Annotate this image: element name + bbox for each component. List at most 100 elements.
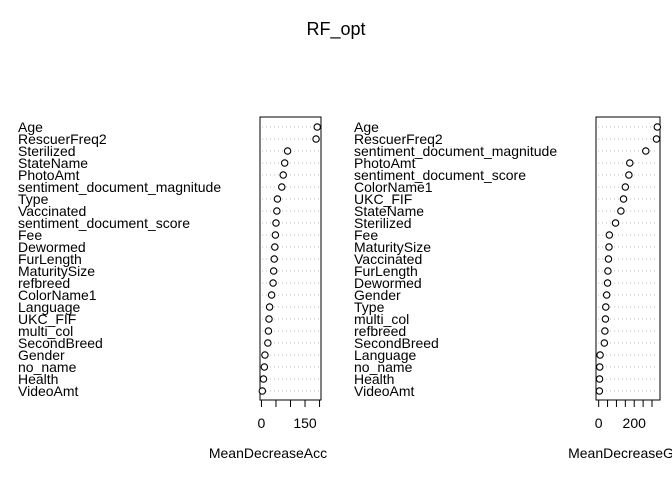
data-point xyxy=(280,159,289,167)
data-point xyxy=(283,147,292,155)
data-point xyxy=(265,315,273,323)
variable-label: Vaccinated xyxy=(18,203,86,219)
variable-label: multi_col xyxy=(354,311,409,327)
data-point xyxy=(595,387,604,395)
data-point xyxy=(604,267,612,275)
x-axis-label: MeanDecreaseGini xyxy=(568,445,672,461)
data-point xyxy=(271,231,280,239)
variable-label: RescuerFreq2 xyxy=(354,131,443,147)
variable-label: Gender xyxy=(18,347,65,363)
data-point xyxy=(600,339,609,347)
variable-label: sentiment_document_score xyxy=(18,215,190,231)
variable-label: refbreed xyxy=(18,275,70,291)
variable-label: Age xyxy=(18,119,43,135)
x-tick-label: 0 xyxy=(595,415,603,431)
variable-label: FurLength xyxy=(18,251,82,267)
variable-label: Type xyxy=(18,191,49,207)
data-point xyxy=(642,147,650,155)
variable-label: Type xyxy=(354,299,385,315)
variable-label: StateName xyxy=(18,155,88,171)
variable-label: Fee xyxy=(18,227,42,243)
data-point xyxy=(279,171,287,179)
variable-label: Dewormed xyxy=(18,239,86,255)
data-point xyxy=(611,219,620,227)
data-point xyxy=(595,375,604,383)
variable-label: ColorName1 xyxy=(18,287,97,303)
variable-label: Sterilized xyxy=(354,215,412,231)
data-point xyxy=(625,171,633,179)
data-point xyxy=(602,303,610,311)
plot-box xyxy=(595,116,661,401)
variable-label: Sterilized xyxy=(18,143,76,159)
data-point xyxy=(653,123,662,131)
data-point xyxy=(601,315,610,323)
variable-label: sentiment_document_score xyxy=(354,167,526,183)
data-point xyxy=(312,135,320,143)
panel-1: AgeRescuerFreq2SterilizedStateNamePhotoA… xyxy=(18,116,327,461)
variable-label: PhotoAmt xyxy=(354,155,416,171)
data-point xyxy=(278,183,286,191)
data-point xyxy=(605,231,614,239)
variable-label: MaturitySize xyxy=(354,239,431,255)
data-point xyxy=(272,219,280,227)
data-point xyxy=(258,387,267,395)
data-point xyxy=(621,183,630,191)
panels: AgeRescuerFreq2SterilizedStateNamePhotoA… xyxy=(18,116,672,461)
variable-label: SecondBreed xyxy=(18,335,103,351)
data-point xyxy=(259,375,268,383)
variable-label: multi_col xyxy=(18,323,73,339)
variable-label: Age xyxy=(354,119,379,135)
variable-label: Language xyxy=(18,299,81,315)
data-point xyxy=(273,195,282,203)
variable-label: Health xyxy=(354,371,394,387)
variable-label: MaturitySize xyxy=(18,263,95,279)
variable-label: Health xyxy=(18,371,58,387)
data-point xyxy=(270,255,278,263)
variable-label: PhotoAmt xyxy=(18,167,80,183)
variable-label: FurLength xyxy=(354,263,418,279)
variable-label: SecondBreed xyxy=(354,335,439,351)
data-point xyxy=(269,267,278,275)
variable-label: refbreed xyxy=(354,323,406,339)
x-tick-label: 150 xyxy=(293,415,317,431)
data-point xyxy=(260,363,269,371)
x-axis-label: MeanDecreaseAcc xyxy=(209,445,327,461)
data-point xyxy=(626,159,634,167)
variable-label: ColorName1 xyxy=(354,179,433,195)
variable-label: Dewormed xyxy=(354,275,422,291)
data-point xyxy=(604,255,613,263)
variable-label: VideoAmt xyxy=(18,383,79,399)
variable-label: no_name xyxy=(354,359,413,375)
data-point xyxy=(652,135,661,143)
variable-label: sentiment_document_magnitude xyxy=(354,143,557,159)
data-point xyxy=(271,243,279,251)
variable-label: Fee xyxy=(354,227,378,243)
data-point xyxy=(273,207,281,215)
panel-2: AgeRescuerFreq2sentiment_document_magnit… xyxy=(354,116,672,461)
variable-label: Vaccinated xyxy=(354,251,422,267)
data-point xyxy=(269,279,277,287)
variable-label: RescuerFreq2 xyxy=(18,131,107,147)
variable-label: VideoAmt xyxy=(354,383,415,399)
data-point xyxy=(605,243,613,251)
data-point xyxy=(265,303,274,311)
data-point xyxy=(313,123,321,131)
data-point xyxy=(603,279,612,287)
variable-label: no_name xyxy=(18,359,77,375)
data-point xyxy=(264,327,273,335)
variable-label: StateName xyxy=(354,203,424,219)
variable-label: UKC_FIF xyxy=(18,311,76,327)
data-point xyxy=(596,351,604,359)
variable-label: Language xyxy=(354,347,417,363)
variable-label: sentiment_document_magnitude xyxy=(18,179,221,195)
variable-label: UKC_FIF xyxy=(354,191,412,207)
x-tick-label: 0 xyxy=(258,415,266,431)
data-point xyxy=(595,363,604,371)
data-point xyxy=(602,291,611,299)
data-point xyxy=(261,351,269,359)
chart-title: RF_opt xyxy=(306,19,365,40)
data-point xyxy=(601,327,609,335)
data-point xyxy=(267,291,276,299)
data-point xyxy=(617,207,625,215)
